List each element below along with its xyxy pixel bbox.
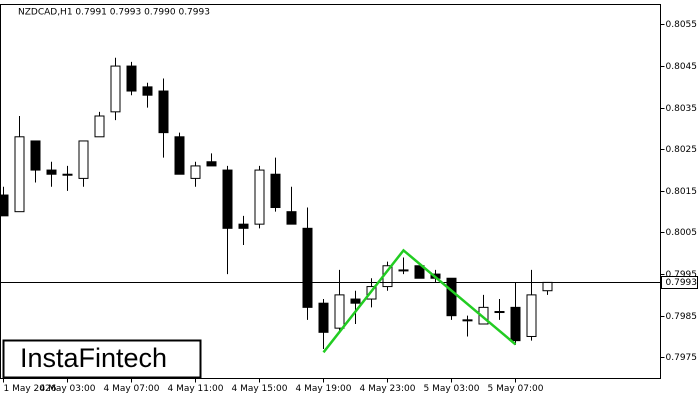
last-price-label: 0.7993: [666, 278, 698, 288]
candle-body: [414, 265, 425, 279]
candle-body: [78, 140, 89, 179]
x-tick-label: 4 May 03:00: [40, 384, 96, 394]
candle-body: [110, 65, 121, 113]
pattern-line: [322, 248, 517, 354]
x-tick-label: 4 May 23:00: [360, 384, 416, 394]
candle-body: [46, 169, 57, 175]
x-tick-label: 4 May 11:00: [168, 384, 224, 394]
candle-body: [94, 115, 105, 138]
candle-body: [254, 169, 265, 225]
candle-body: [398, 269, 409, 272]
candle-body: [318, 302, 329, 333]
candle-body: [286, 211, 297, 225]
candle-body: [238, 223, 249, 229]
last-price-box: [661, 276, 698, 289]
y-tick-label: 0.7995: [666, 270, 698, 280]
candle-body: [62, 173, 73, 176]
candle-body: [542, 281, 553, 292]
y-tick-label: 0.7985: [666, 312, 698, 322]
candle-body: [478, 306, 489, 325]
candle-body: [334, 294, 345, 329]
candle-body: [126, 65, 137, 92]
candle-body: [270, 173, 281, 209]
y-tick-label: 0.8055: [666, 20, 698, 30]
candle-body: [510, 306, 521, 342]
candle-body: [174, 136, 185, 175]
candle-body: [30, 140, 41, 171]
y-tick-label: 0.8045: [666, 62, 698, 72]
watermark: InstaFintech: [20, 343, 167, 373]
candle-body: [190, 165, 201, 179]
x-tick-label: 4 May 15:00: [232, 384, 288, 394]
candle-body: [302, 227, 313, 308]
candle-body: [206, 161, 217, 167]
plot-frame: [0, 4, 661, 379]
y-tick-label: 0.8035: [666, 104, 698, 114]
x-tick-label: 1 May 2026: [4, 384, 57, 394]
y-tick-label: 0.8005: [666, 228, 698, 238]
candle-body: [222, 169, 233, 229]
candle-body: [142, 86, 153, 96]
x-tick-label: 5 May 03:00: [424, 384, 480, 394]
chart-title: NZDCAD,H1 0.7991 0.7993 0.7990 0.7993: [18, 8, 210, 18]
candle-body: [14, 136, 25, 213]
x-tick-label: 4 May 07:00: [104, 384, 160, 394]
candle-body: [494, 311, 505, 314]
candle-body: [462, 319, 473, 322]
y-tick-label: 0.8015: [666, 187, 698, 197]
candle-body: [158, 90, 169, 134]
x-tick-label: 5 May 07:00: [488, 384, 544, 394]
y-tick-label: 0.8025: [666, 145, 698, 155]
y-tick-label: 0.7975: [666, 353, 698, 363]
watermark-box: [2, 339, 202, 379]
candle-body: [446, 277, 457, 317]
x-tick-label: 4 May 19:00: [296, 384, 352, 394]
candle-body: [526, 294, 537, 337]
candle-body: [350, 298, 361, 304]
candle-body: [0, 194, 9, 217]
